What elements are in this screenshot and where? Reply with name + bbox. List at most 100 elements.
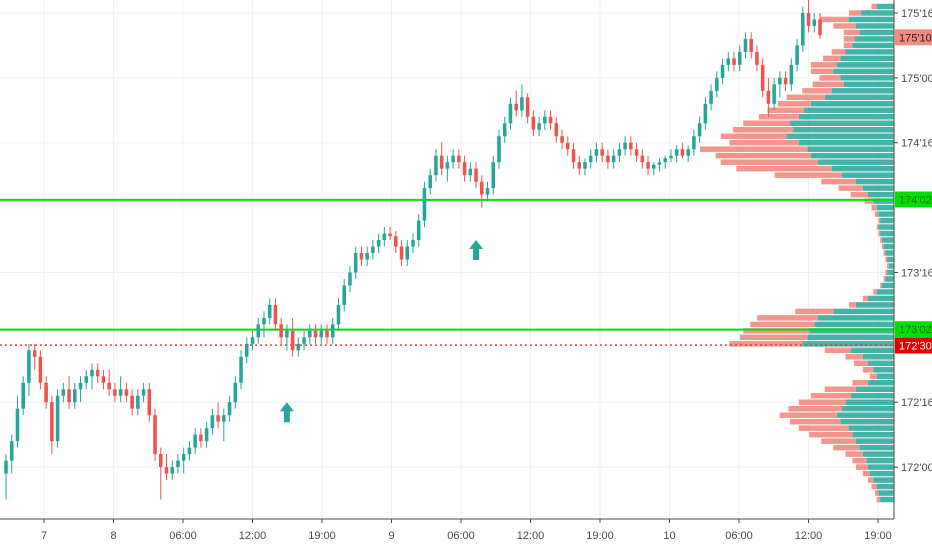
volume-profile-down-bar (809, 431, 853, 438)
volume-profile-up-bar (868, 380, 894, 386)
candle-body (571, 149, 576, 163)
volume-profile-down-bar (824, 386, 856, 392)
volume-profile-up-bar (840, 75, 894, 81)
candle-body (44, 382, 48, 403)
volume-profile-down-bar (700, 146, 808, 152)
candle-body (164, 467, 169, 474)
volume-profile-down-bar (812, 81, 844, 88)
candle-body (720, 64, 725, 78)
time-tick-label: 19:00 (864, 530, 892, 542)
volume-profile-down-bar (880, 237, 882, 243)
candle-body (382, 233, 387, 241)
candle-body (394, 236, 398, 247)
horizontal-levels (0, 198, 894, 346)
time-tick-label: 12:00 (795, 530, 823, 542)
candle-body (250, 337, 255, 344)
volume-profile-down-bar (819, 75, 841, 81)
volume-profile-up-bar (842, 172, 894, 178)
candle-body (801, 12, 805, 46)
candle-body (187, 447, 192, 455)
time-tick-label: 06:00 (169, 530, 197, 542)
candle-body (789, 64, 794, 85)
candle-body (279, 324, 283, 338)
candle-body (233, 382, 238, 403)
volume-profile-up-bar (855, 302, 894, 308)
candle-body (325, 330, 329, 338)
candle-body (594, 149, 599, 156)
volume-profile-down-bar (774, 172, 843, 178)
buy-arrow-icon (279, 402, 294, 423)
volume-profile-up-bar (848, 425, 894, 431)
volume-profile-down-bar (876, 224, 879, 230)
candle-body (411, 240, 415, 247)
price-tick-label: 173'16 (901, 267, 932, 279)
volume-profile-up-bar (833, 68, 894, 75)
candle-body (531, 116, 536, 130)
volume-profile-up-bar (798, 139, 894, 146)
volume-profile-up-bar (885, 250, 894, 256)
volume-profile-down-bar (810, 62, 837, 68)
candle-body (583, 162, 587, 169)
price-axis-labels: 175'16 175'00 174'16 173'16 172'16 172'00 (894, 8, 932, 474)
candle-body (244, 343, 249, 357)
candle-body (474, 168, 478, 182)
volume-profile-up-bar (817, 315, 894, 321)
volume-profile-down-bar (854, 360, 869, 367)
candle-body (388, 233, 392, 237)
candle-body (130, 395, 134, 409)
candle-body (554, 123, 559, 137)
grid-lines (0, 0, 894, 519)
volume-profile-down-bar (881, 243, 884, 250)
candle-body (61, 389, 66, 396)
candle-body (153, 415, 157, 455)
volume-profile-down-bar (871, 204, 877, 211)
volume-profile-up-bar (810, 152, 894, 159)
volume-profile-down-bar (878, 217, 881, 224)
candle-body (795, 45, 799, 65)
time-tick-label: 12:00 (239, 530, 267, 542)
volume-profile-down-bar (810, 392, 851, 399)
volume-profile-down-bar (838, 185, 863, 191)
volume-profile-up-bar (810, 101, 894, 107)
candle-body (806, 12, 811, 26)
candle-body (623, 142, 627, 150)
candle-body (726, 58, 731, 65)
candle-body (709, 90, 713, 104)
volume-profile-up-bar (807, 146, 894, 152)
volume-profile-up-bar (881, 237, 894, 243)
candle-body (285, 330, 289, 338)
volume-profile-up-bar (840, 418, 894, 425)
volume-profile-up-bar (862, 185, 894, 191)
price-tag-level (895, 191, 932, 208)
volume-profile-down-bar (862, 367, 874, 373)
candle-body (359, 253, 364, 260)
volume-profile-down-bar (729, 139, 799, 146)
volume-profile-down-bar (852, 380, 869, 386)
volume-profile-up-bar (842, 405, 894, 412)
candle-body (422, 188, 427, 221)
volume-profile-down-bar (743, 328, 810, 334)
signal-arrows (279, 240, 484, 423)
time-tick-label: 06:00 (447, 530, 475, 542)
candle-body (239, 356, 243, 383)
volume-profile-up-bar (848, 16, 894, 23)
price-tick-label: 172'16 (901, 397, 932, 409)
volume-profile-down-bar (715, 152, 811, 159)
candle-body (256, 324, 261, 338)
volume-profile-down-bar (843, 29, 860, 36)
volume-profile-up-bar (850, 392, 894, 399)
volume-profile-down-bar (767, 107, 804, 114)
candle-body (588, 155, 593, 163)
time-axis-labels: 7 8 06:00 12:00 19:00 9 06:00 12:00 19:00 10 06:00… (41, 519, 892, 542)
volume-profile-down-bar (874, 490, 879, 496)
volume-profile-down-bar (843, 42, 853, 49)
volume-profile-down-bar (845, 354, 863, 360)
candle-body (336, 304, 341, 325)
price-tag-label: 173'02 (899, 324, 932, 336)
candle-body (371, 246, 375, 254)
volume-profile-up-bar (876, 483, 894, 490)
candle-body (657, 162, 662, 165)
candle-body (176, 460, 180, 468)
candle-body (600, 149, 604, 156)
